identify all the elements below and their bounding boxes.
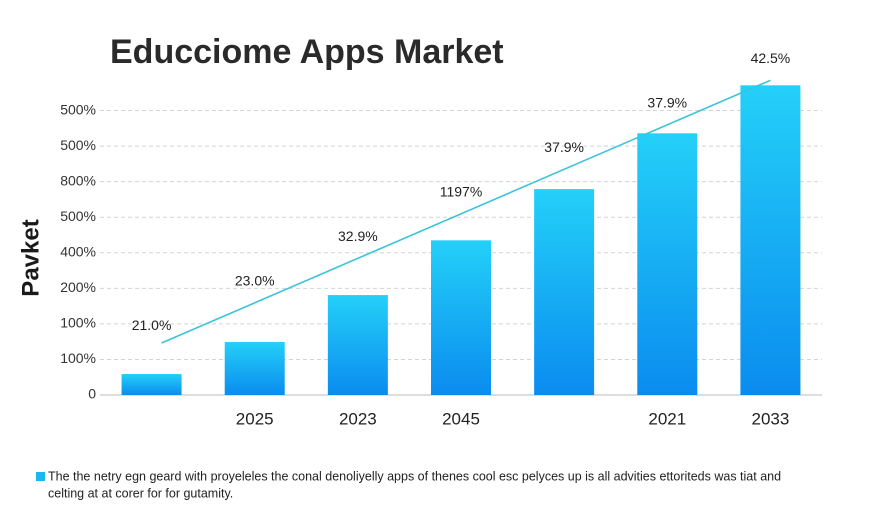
legend-text: celting at at corer for for gutamity. — [48, 486, 233, 500]
annotation: 21.0% — [132, 317, 172, 333]
y-tick-label: 0 — [88, 386, 96, 402]
y-tick-label: 100% — [60, 315, 96, 331]
bar — [327, 295, 388, 395]
legend-swatch — [36, 472, 45, 481]
y-tick-label: 400% — [60, 243, 96, 259]
bar — [224, 342, 285, 395]
y-tick-label: 200% — [60, 279, 96, 295]
x-tick-label: 2025 — [236, 409, 274, 428]
annotation: 37.9% — [544, 139, 584, 155]
annotation: 42.5% — [751, 50, 791, 66]
bar — [121, 374, 182, 395]
y-axis-label: Pavket — [17, 219, 44, 296]
y-tick-label: 500% — [60, 101, 96, 117]
bar — [740, 85, 801, 396]
chart-title: Educciome Apps Market — [110, 33, 504, 71]
y-tick-label: 500% — [60, 208, 96, 224]
legend-text: The the netry egn geard with proyeleles … — [48, 469, 781, 483]
trend-line — [161, 79, 771, 344]
annotation: 1197% — [440, 184, 483, 200]
x-tick-label: 2021 — [648, 409, 686, 428]
y-tick-label: 100% — [60, 350, 96, 366]
x-tick-label: 2045 — [442, 409, 480, 428]
y-tick-label: 500% — [60, 137, 96, 153]
annotation: 32.9% — [338, 228, 378, 244]
annotation: 23.0% — [235, 273, 275, 289]
bar — [637, 133, 698, 396]
x-tick-label: 2023 — [339, 409, 377, 428]
y-tick-label: 800% — [60, 172, 96, 188]
bar — [431, 240, 491, 395]
annotation: 37.9% — [647, 95, 687, 111]
bar — [534, 189, 595, 395]
x-tick-label: 2033 — [752, 409, 790, 428]
